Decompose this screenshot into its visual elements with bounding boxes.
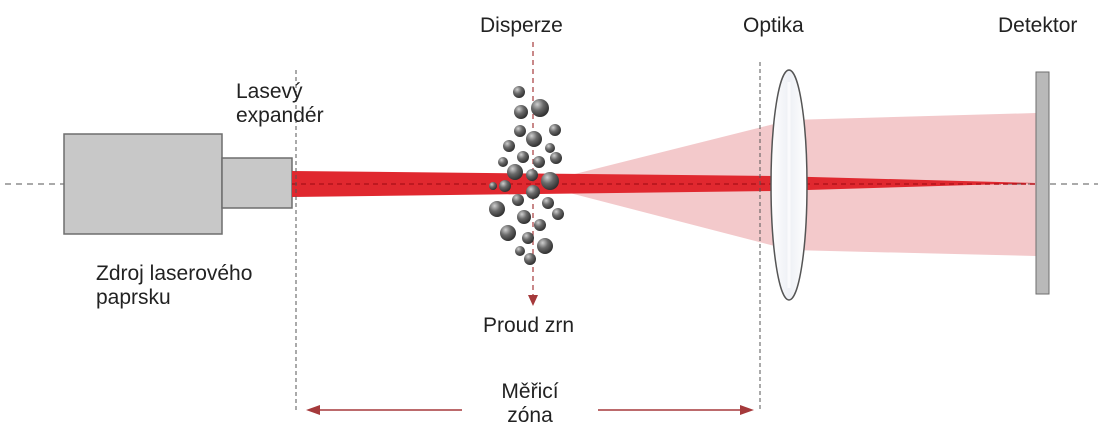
particle bbox=[537, 238, 553, 254]
particle bbox=[526, 169, 538, 181]
particle bbox=[499, 180, 511, 192]
label-measuring-zone: Měřicí zóna bbox=[490, 380, 570, 428]
particle-cloud bbox=[489, 86, 564, 265]
label-optika: Optika bbox=[743, 14, 804, 37]
particle bbox=[541, 172, 559, 190]
beam-expander bbox=[221, 157, 293, 209]
label-measuring-zone-line1: Měřicí bbox=[501, 380, 559, 403]
particle bbox=[550, 152, 562, 164]
label-grain-stream: Proud zrn bbox=[483, 314, 575, 337]
particle bbox=[503, 140, 515, 152]
particle bbox=[517, 151, 529, 163]
particle bbox=[512, 194, 524, 206]
particle bbox=[526, 131, 542, 147]
particle bbox=[500, 225, 516, 241]
laser-source-body bbox=[63, 133, 223, 235]
particle bbox=[522, 232, 534, 244]
measuring-zone-arrow-left-head bbox=[306, 405, 320, 415]
particle bbox=[531, 99, 549, 117]
particle bbox=[498, 157, 508, 167]
particle bbox=[542, 197, 554, 209]
particle bbox=[533, 156, 545, 168]
grain-stream-arrowhead bbox=[528, 295, 538, 306]
particle bbox=[552, 208, 564, 220]
particle bbox=[513, 86, 525, 98]
particle bbox=[545, 143, 555, 153]
particle bbox=[489, 182, 497, 190]
particle bbox=[549, 124, 561, 136]
label-laser-source: Zdroj laserového paprsku bbox=[96, 262, 252, 310]
particle bbox=[514, 105, 528, 119]
label-detektor: Detektor bbox=[998, 14, 1078, 37]
detector-plate bbox=[1035, 71, 1050, 295]
particle bbox=[515, 246, 525, 256]
particle bbox=[524, 253, 536, 265]
particle bbox=[507, 164, 523, 180]
measuring-zone-arrow-right-head bbox=[740, 405, 754, 415]
label-beam-expander: Lasevý expandér bbox=[236, 80, 324, 128]
particle bbox=[517, 210, 531, 224]
label-beam-expander-line2: expandér bbox=[236, 104, 324, 127]
label-measuring-zone-line2: zóna bbox=[507, 404, 553, 427]
label-disperze: Disperze bbox=[480, 14, 563, 37]
particle bbox=[514, 125, 526, 137]
label-beam-expander-line1: Lasevý bbox=[236, 80, 303, 103]
label-laser-source-line1: Zdroj laserového bbox=[96, 262, 253, 285]
label-laser-source-line2: paprsku bbox=[96, 286, 171, 309]
particle bbox=[489, 201, 505, 217]
particle bbox=[526, 185, 540, 199]
particle bbox=[534, 219, 546, 231]
